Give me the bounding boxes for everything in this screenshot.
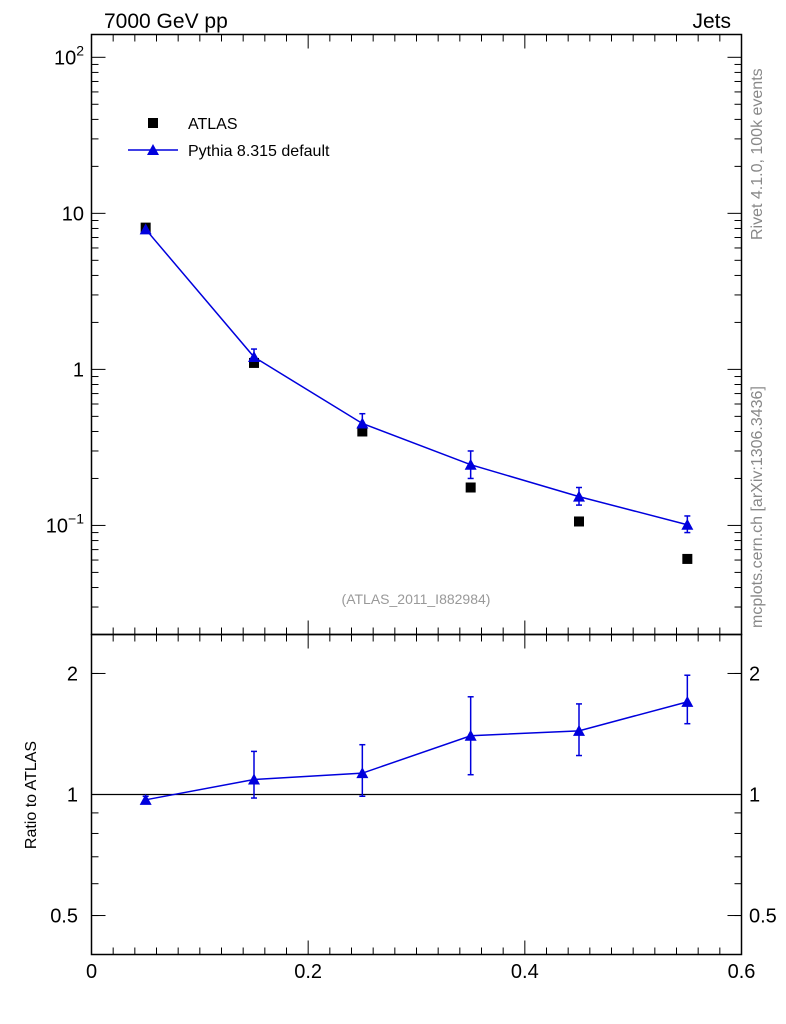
legend: ATLAS Pythia 8.315 default: [128, 116, 330, 160]
x-tick-label: 0.6: [728, 961, 756, 983]
ratio-data-point: [248, 773, 260, 785]
pythia-data-point: [356, 417, 369, 429]
pythia-data-point: [464, 458, 477, 470]
main-y-tick-label: 10: [62, 203, 84, 225]
legend-atlas-marker: [148, 118, 158, 128]
main-axis-ticks: 10−1 1 10 102: [46, 34, 742, 635]
atlas-data-point: [465, 482, 476, 493]
legend-atlas-label: ATLAS: [188, 116, 238, 133]
ratio-axis-ticks: 0.5 0.5 1 1 2 2 0 0.2 0.4 0.6: [50, 634, 777, 983]
main-data-marks: [139, 222, 694, 564]
ratio-y-tick-label-right: 1: [749, 785, 760, 807]
ratio-y-axis-label: Ratio to ATLAS: [23, 741, 40, 849]
atlas-data-point: [574, 516, 584, 527]
pythia-data-point: [573, 490, 585, 502]
header-right-title: Jets: [692, 10, 731, 33]
ratio-data-point: [464, 729, 477, 741]
x-tick-label: 0: [86, 961, 97, 983]
main-y-tick-label: 102: [54, 42, 84, 69]
main-y-tick-label: 10−1: [46, 510, 84, 537]
ratio-data-point: [356, 767, 369, 779]
pythia-data-point: [139, 223, 152, 235]
pythia-series-line: [145, 228, 688, 526]
rivet-label: Rivet 4.1.0, 100k events: [749, 68, 766, 240]
ratio-data-point: [573, 724, 585, 736]
ratio-y-tick-label-left: 1: [67, 785, 78, 807]
atlas-data-point: [682, 553, 693, 564]
ratio-y-tick-label-right: 0.5: [749, 906, 777, 928]
ratio-data-marks: [91, 674, 742, 805]
ratio-y-tick-label-right: 2: [749, 663, 760, 685]
ratio-data-point: [139, 793, 152, 805]
ratio-y-tick-label-left: 2: [67, 663, 78, 685]
main-y-tick-label: 1: [73, 359, 84, 381]
ratio-y-tick-label-left: 0.5: [50, 906, 78, 928]
ratio-series-line: [145, 701, 688, 801]
header-left-title: 7000 GeV pp: [104, 10, 228, 33]
analysis-watermark: (ATLAS_2011_I882984): [342, 591, 491, 607]
atlas-data-point: [357, 426, 368, 437]
ratio-data-point: [681, 695, 694, 707]
mcplots-label: mcplots.cern.ch [arXiv:1306.3436]: [749, 386, 766, 628]
x-tick-label: 0.4: [511, 961, 539, 983]
x-tick-label: 0.2: [294, 961, 322, 983]
pythia-data-point: [681, 518, 694, 530]
legend-pythia-marker: [147, 144, 159, 155]
pythia-data-point: [248, 351, 260, 363]
atlas-data-point: [249, 357, 259, 368]
legend-pythia-label: Pythia 8.315 default: [188, 143, 330, 160]
